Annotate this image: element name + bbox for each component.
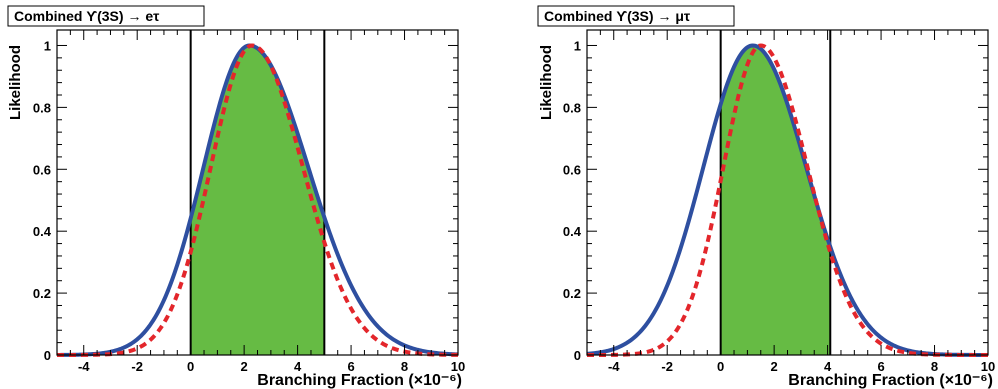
solid-likelihood-curve (57, 43, 459, 357)
plot-area: -4 -2 0 2 4 6 8 10 0 0.2 0.4 0.6 0.8 1 (33, 29, 465, 374)
x-tick-label: -2 (661, 359, 673, 374)
y-tick-label: 0.8 (563, 100, 581, 115)
y-tick-label: 1 (44, 38, 51, 53)
x-tick-label: 6 (347, 359, 354, 374)
x-tick-label: 8 (931, 359, 938, 374)
x-axis-label: Branching Fraction (×10⁻⁶) (788, 372, 993, 389)
y-tick-label: 0 (574, 348, 581, 363)
x-tick-label: 2 (241, 359, 248, 374)
title-box (7, 5, 205, 27)
confidence-band (720, 45, 831, 355)
y-tick-label: 0.2 (563, 286, 581, 301)
y-tick-label: 0.2 (33, 286, 51, 301)
x-tick-label: 10 (981, 359, 995, 374)
y-tick-label: 0.6 (563, 162, 581, 177)
x-tick-label: 4 (824, 359, 832, 374)
y-axis-label: Likelihood (538, 45, 555, 120)
chart-panel-e-tau: Combined ϒ(3S) → eτ Likelihood Branching… (7, 5, 465, 389)
chart-panel-mu-tau: Combined ϒ(3S) → μτ Likelihood Branching… (537, 5, 995, 389)
x-tick-label: 10 (451, 359, 465, 374)
title-box (537, 5, 735, 27)
x-tick-label: 2 (771, 359, 778, 374)
x-tick-label: 8 (401, 359, 408, 374)
y-tick-label: 1 (574, 38, 581, 53)
plot-area: -4 -2 0 2 4 6 8 10 0 0.2 0.4 0.6 0.8 1 (563, 29, 995, 374)
x-tick-label: 6 (877, 359, 884, 374)
x-tick-label: 4 (294, 359, 302, 374)
x-tick-label: 0 (717, 359, 724, 374)
x-tick-label: -4 (78, 359, 90, 374)
x-tick-label: 0 (187, 359, 194, 374)
x-tick-label: -2 (131, 359, 143, 374)
y-tick-label: 0.4 (33, 224, 52, 239)
y-tick-label: 0.8 (33, 100, 51, 115)
y-tick-label: 0 (44, 348, 51, 363)
x-tick-label: -4 (608, 359, 620, 374)
y-axis-label: Likelihood (7, 45, 24, 120)
x-axis-label: Branching Fraction (×10⁻⁶) (257, 372, 462, 389)
chart-title: Combined ϒ(3S) → eτ (14, 8, 160, 24)
chart-title: Combined ϒ(3S) → μτ (544, 8, 691, 24)
y-tick-label: 0.6 (33, 162, 51, 177)
confidence-band (190, 45, 325, 355)
y-tick-label: 0.4 (563, 224, 582, 239)
